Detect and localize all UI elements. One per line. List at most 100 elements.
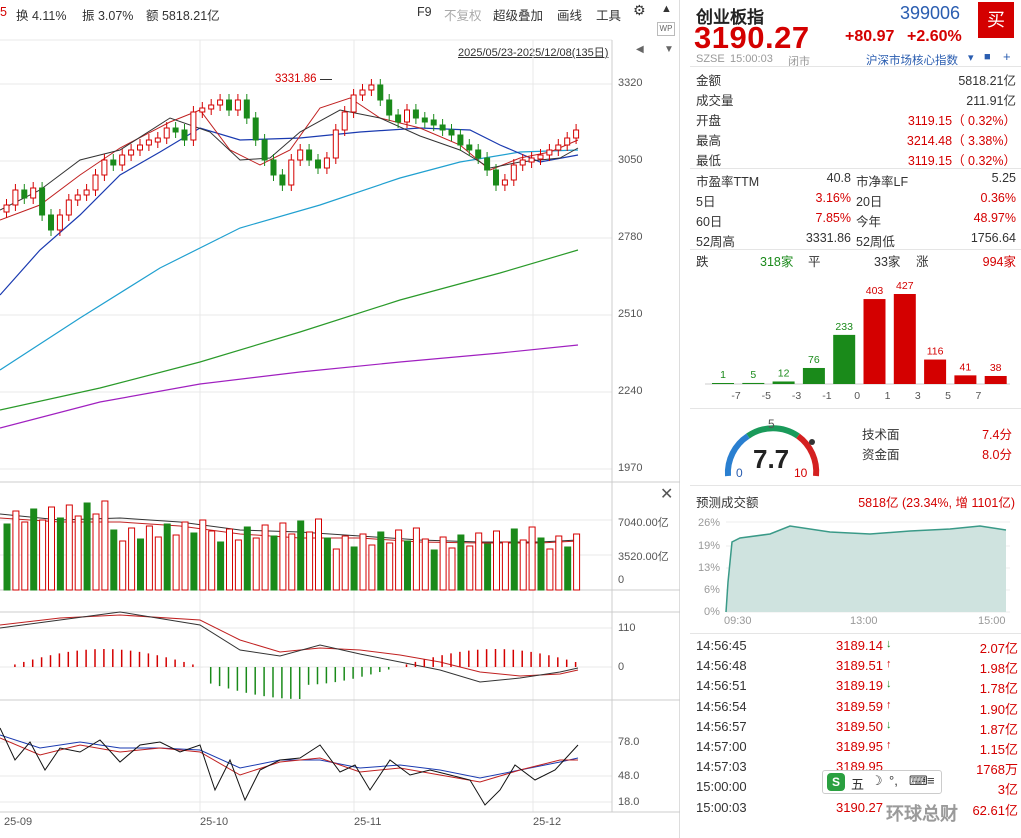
candle-body	[564, 137, 571, 146]
candle-body	[493, 169, 499, 186]
up-arrow-icon: ↑	[886, 658, 892, 671]
distribution-bar	[984, 375, 1007, 384]
punctuation-icon[interactable]: °,	[889, 773, 898, 788]
keyboard-icon[interactable]: ⌨	[909, 773, 928, 788]
scroll-up-icon[interactable]: ▲	[661, 3, 672, 15]
distribution-count: 38	[990, 362, 1002, 374]
ime-toolbar[interactable]: S 五 ☽ °, ⌨ ≡	[822, 770, 942, 794]
stat-open: 开盘 3119.15（ 0.32%）	[696, 114, 1016, 128]
distribution-count: 116	[927, 346, 944, 358]
chevron-down-icon[interactable]: ▼	[664, 44, 674, 55]
range-dropdown-icon[interactable]: ◀	[636, 44, 644, 55]
divider	[690, 485, 1021, 486]
distribution-bar	[802, 367, 825, 384]
divider	[690, 168, 1021, 169]
distribution-count: 427	[896, 280, 914, 292]
close-icon[interactable]: ✕	[660, 486, 674, 503]
menu-icon[interactable]: ≡	[927, 773, 935, 788]
trade-row: 14:57:00 3189.95 ↑ 1.15亿	[696, 739, 1018, 759]
ime-mode[interactable]: 五	[851, 777, 865, 792]
candle-body	[128, 149, 135, 156]
market-code: SZSE	[696, 53, 725, 65]
up-arrow-icon: ↑	[886, 698, 892, 711]
ime-logo-icon[interactable]: S	[827, 773, 845, 791]
volume-bar	[261, 524, 269, 591]
f9-button[interactable]: F9	[417, 5, 432, 19]
trade-volume: 1.90亿	[979, 701, 1018, 717]
forecast-y-label: 6%	[704, 584, 720, 596]
volume-bar	[190, 532, 198, 591]
candle-body	[306, 149, 313, 161]
volume-bar	[510, 528, 518, 591]
candle-body	[119, 154, 126, 166]
candle-body	[30, 187, 37, 199]
index-name: 创业板指	[696, 8, 764, 27]
volume-bar	[377, 531, 385, 591]
forecast-x-label: 15:00	[978, 615, 1006, 627]
candle-body	[421, 117, 428, 123]
trade-row: 14:56:45 3189.14 ↓ 2.07亿	[696, 638, 1018, 658]
trade-time: 15:00:00	[696, 779, 747, 795]
candle-body	[279, 174, 286, 186]
candle-body	[528, 157, 535, 163]
date-axis-label: 25-12	[533, 816, 562, 828]
distribution-bin-label: -7	[731, 390, 740, 402]
moon-icon[interactable]: ☽	[871, 773, 883, 788]
peak-price-label: 3331.86	[275, 73, 317, 85]
candle-body	[501, 179, 508, 186]
candle-body	[226, 99, 232, 111]
candle-body	[83, 189, 90, 196]
candle-body	[377, 84, 384, 101]
volume-bar	[270, 535, 278, 591]
draw-line-button[interactable]: 画线	[557, 9, 583, 23]
peak-marker	[320, 79, 332, 80]
volume-bar	[430, 549, 438, 591]
distribution-bin-label: 5	[945, 390, 951, 402]
price-axis-label: 3050	[618, 154, 643, 166]
wp-icon[interactable]: WP	[657, 22, 675, 36]
distribution-bin-label: -1	[822, 390, 831, 402]
divider	[690, 66, 1021, 67]
volume-bar	[555, 535, 563, 591]
distribution-bin-label: -3	[792, 390, 801, 402]
candle-body	[39, 187, 46, 216]
chart-toolbar: 5 换 4.11% 振 3.07% 额 5818.21亿 F9 不复权 超级叠加…	[0, 0, 680, 23]
volume-bar	[119, 540, 127, 591]
gauge-max: 10	[794, 466, 808, 480]
core-index-link[interactable]: 沪深市场核心指数	[866, 55, 958, 67]
overlay-button[interactable]: 超级叠加	[493, 9, 544, 23]
candle-body	[252, 117, 259, 141]
candle-body	[101, 159, 108, 176]
candle-body	[297, 149, 304, 161]
distribution-bar	[712, 383, 734, 384]
buy-button[interactable]: 买	[978, 2, 1014, 38]
volume-bar	[21, 521, 29, 591]
dropdown-icon[interactable]: ▾	[968, 52, 974, 64]
bookmark-icon[interactable]: ■	[984, 51, 991, 63]
kline-chart-panel[interactable]: 5 换 4.11% 振 3.07% 额 5818.21亿 F9 不复权 超级叠加…	[0, 0, 680, 838]
candle-body	[475, 149, 482, 159]
stat-60d-ytd: 60日 7.85% 今年 48.97%	[696, 211, 1016, 229]
distribution-bar	[833, 334, 856, 384]
trade-volume: 1768万	[976, 762, 1018, 778]
candle-body	[546, 149, 553, 156]
forecast-label: 预测成交额	[696, 496, 759, 510]
distribution-bin-label: 3	[915, 390, 921, 402]
forecast-x-label: 09:30	[724, 615, 752, 627]
add-icon[interactable]: +	[1003, 49, 1011, 64]
trade-price: 3189.19	[836, 678, 883, 694]
candle-body	[555, 144, 562, 151]
no-adjust-button[interactable]: 不复权	[444, 9, 482, 23]
stat-low: 最低 3119.15（ 0.32%）	[696, 154, 1016, 168]
volume-bar	[92, 513, 100, 591]
candle-body	[21, 189, 28, 199]
tools-button[interactable]: 工具	[596, 9, 622, 23]
down-arrow-icon: ↓	[886, 638, 892, 650]
volume-bar	[528, 526, 536, 591]
distribution-bar	[863, 299, 886, 384]
price-change: +80.97	[845, 28, 895, 45]
kdj-axis-label: 18.0	[618, 796, 640, 808]
trade-row: 14:56:48 3189.51 ↑ 1.98亿	[696, 658, 1018, 678]
gear-icon[interactable]: ⚙	[633, 2, 646, 18]
market-status: 闭市	[788, 56, 810, 68]
